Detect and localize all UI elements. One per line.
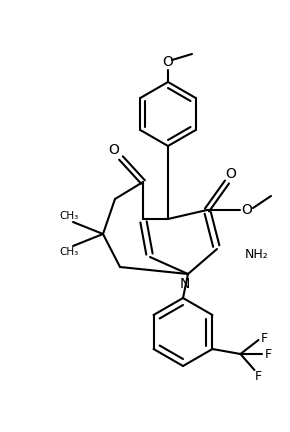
- Text: O: O: [108, 143, 119, 157]
- Text: NH₂: NH₂: [245, 248, 269, 260]
- Text: N: N: [180, 277, 190, 291]
- Text: O: O: [242, 203, 252, 217]
- Text: O: O: [163, 55, 173, 69]
- Text: CH₃: CH₃: [59, 247, 79, 257]
- Text: F: F: [255, 371, 262, 384]
- Text: F: F: [261, 331, 268, 344]
- Text: F: F: [265, 347, 272, 360]
- Text: O: O: [226, 167, 236, 181]
- Text: CH₃: CH₃: [59, 211, 79, 221]
